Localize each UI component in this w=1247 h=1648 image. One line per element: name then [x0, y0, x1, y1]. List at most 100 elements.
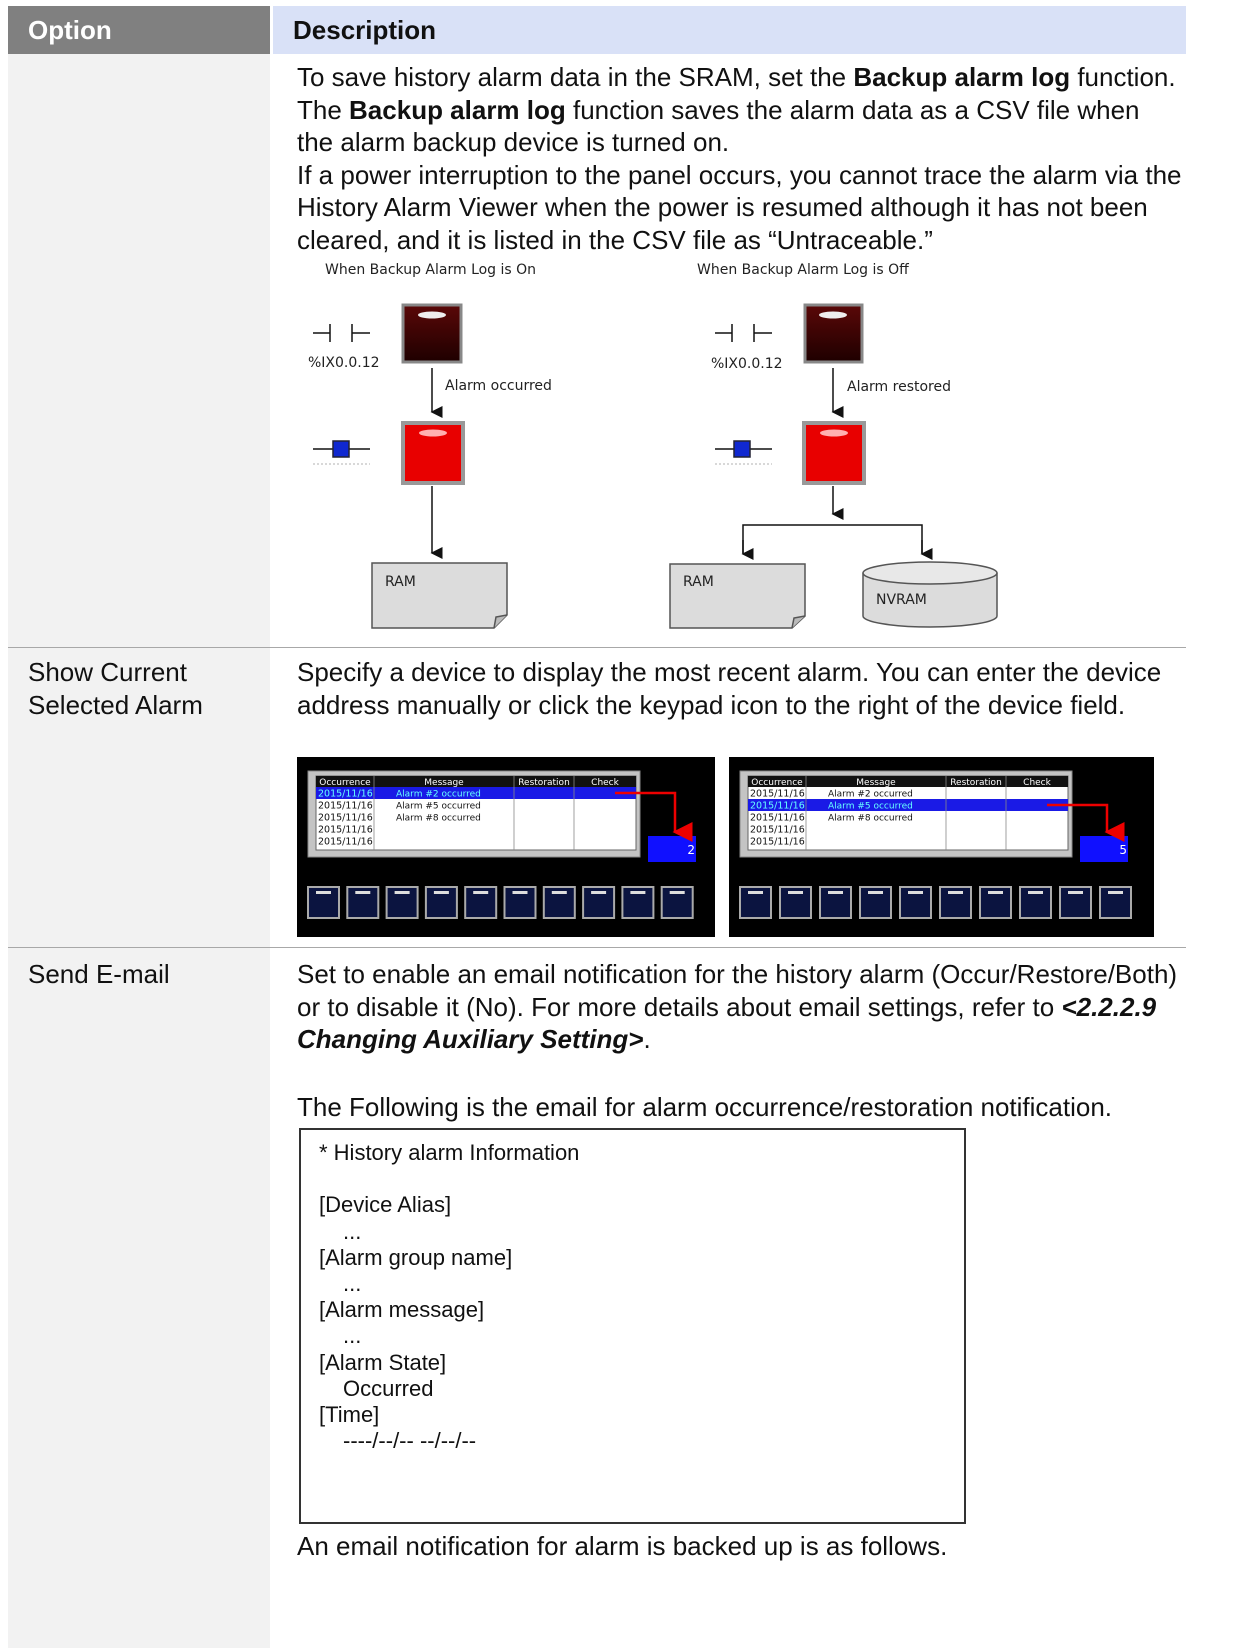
viewer-header: [316, 776, 636, 787]
text: To save history alarm data in the SRAM, …: [297, 62, 854, 92]
button-highlight: [748, 891, 763, 894]
button-highlight: [669, 891, 685, 894]
button-highlight: [433, 891, 449, 894]
lamp-highlight: [419, 429, 447, 437]
column-header: Message: [424, 778, 464, 788]
email-line: * History alarm Information: [319, 1140, 580, 1165]
text: function saves the alarm data as a CSV f…: [297, 94, 1140, 158]
red-arrow: [615, 791, 693, 842]
occurrence-date: 2015/11/16: [318, 789, 373, 800]
storage-label: RAM: [385, 574, 416, 590]
selected-row: [316, 787, 636, 799]
address-label: %IX0.0.12: [711, 356, 783, 372]
column-header: Restoration: [518, 778, 570, 788]
lamp-highlight: [819, 311, 847, 319]
button-highlight: [551, 891, 567, 894]
row-separator: [8, 947, 1186, 948]
button-highlight: [1028, 891, 1043, 894]
button-highlight: [512, 891, 528, 894]
row-separator: [8, 647, 1186, 648]
nvram-top: [862, 561, 998, 585]
button-highlight: [1068, 891, 1083, 894]
text-bold: Backup alarm log: [349, 94, 566, 125]
device-value: 2: [687, 843, 695, 857]
red-arrow: [1047, 803, 1125, 842]
diagram-labels: When Backup Alarm Log is On %IX0.0.12 Al…: [308, 262, 951, 608]
email-line: [Alarm State]: [319, 1349, 447, 1375]
button-highlight: [948, 891, 963, 894]
alarm-message: Alarm #2 occurred: [396, 790, 481, 800]
device-value: 5: [1119, 843, 1127, 857]
diagram-title: When Backup Alarm Log is Off: [697, 262, 909, 278]
email-line: ...: [343, 1271, 362, 1296]
paragraph: An email notification for alarm is backe…: [297, 1531, 948, 1561]
text: Set to enable an email notification for …: [297, 959, 1178, 1022]
alarm-message: Alarm #8 occurred: [828, 814, 913, 824]
email-line: [Device Alias]: [319, 1192, 452, 1218]
page-fold: [791, 615, 806, 629]
viewer-header: [748, 776, 1068, 787]
screenshot: Occurrence Message Restoration Check 2015/11…: [729, 757, 1154, 937]
email-line: [Time]: [319, 1402, 380, 1428]
email-line: [Alarm group name]: [319, 1244, 513, 1270]
alarm-message: Alarm #5 occurred: [396, 802, 481, 812]
ram-shape: [371, 562, 508, 629]
paragraph: The Following is the email for alarm occ…: [297, 1092, 1113, 1122]
button-highlight: [1108, 891, 1123, 894]
column-header: Message: [856, 778, 896, 788]
text: .: [643, 1024, 651, 1054]
column-header: Restoration: [950, 778, 1002, 788]
event-label: Alarm restored: [847, 379, 951, 395]
option-column: [8, 54, 270, 1648]
email-box: * History alarm Information [Device Alia…: [299, 1128, 966, 1524]
diagram-title: When Backup Alarm Log is On: [325, 262, 536, 278]
column-header: Check: [1023, 778, 1051, 788]
email-line: ...: [343, 1323, 362, 1349]
email-line: ----/--/-- --/--/--: [343, 1428, 477, 1454]
button-highlight: [988, 891, 1003, 894]
address-label: %IX0.0.12: [308, 355, 380, 371]
occurrence-date: 2015/11/16: [750, 813, 805, 824]
screenshot: Occurrence Message Restoration Check 2015/11…: [297, 757, 715, 937]
occurrence-date: 2015/11/16: [750, 825, 805, 836]
column-header: Check: [591, 778, 619, 788]
occurrence-date: 2015/11/16: [318, 837, 373, 848]
column-header: Occurrence: [319, 778, 371, 788]
button-highlight: [630, 891, 646, 894]
diagram-off: [669, 303, 998, 629]
occurrence-date: 2015/11/16: [318, 825, 373, 836]
email-line: [Alarm message]: [319, 1297, 485, 1323]
panel-button: [859, 886, 892, 919]
button-highlight: [828, 891, 843, 894]
button-highlight: [355, 891, 371, 894]
button-highlight: [394, 891, 410, 894]
paragraph: To save history alarm data in the SRAM, …: [297, 61, 1182, 256]
lamp-on: [401, 421, 465, 485]
email-line: ...: [343, 1218, 362, 1244]
occurrence-date: 2015/11/16: [318, 801, 373, 812]
lamp-highlight: [418, 311, 446, 319]
occurrence-date: 2015/11/16: [750, 837, 805, 848]
alarm-message: Alarm #8 occurred: [396, 814, 481, 824]
button-highlight: [316, 891, 331, 894]
option-label: Show Current Selected Alarm: [28, 657, 203, 720]
email-line: Occurred: [343, 1375, 434, 1401]
alarm-message: Alarm #5 occurred: [828, 802, 913, 812]
column-header: Occurrence: [751, 778, 803, 788]
header-description: Description: [293, 15, 437, 45]
paragraph: Specify a device to display the most rec…: [297, 657, 1162, 720]
paragraph: Set to enable an email notification for …: [297, 958, 1182, 1056]
button-highlight: [473, 891, 489, 894]
page-fold: [493, 614, 508, 629]
event-label: Alarm occurred: [445, 378, 552, 394]
option-label: Send E-mail: [28, 959, 170, 989]
contact-symbol: [715, 324, 772, 342]
button-highlight: [591, 891, 607, 894]
header-option: Option: [28, 15, 112, 45]
header-cell: Option: [8, 6, 270, 54]
header-cell: Description: [273, 6, 1186, 54]
storage-label: RAM: [683, 574, 714, 590]
text-bold-italic: <2.2.2.9 Changing Auxiliary Setting>: [297, 991, 1157, 1055]
